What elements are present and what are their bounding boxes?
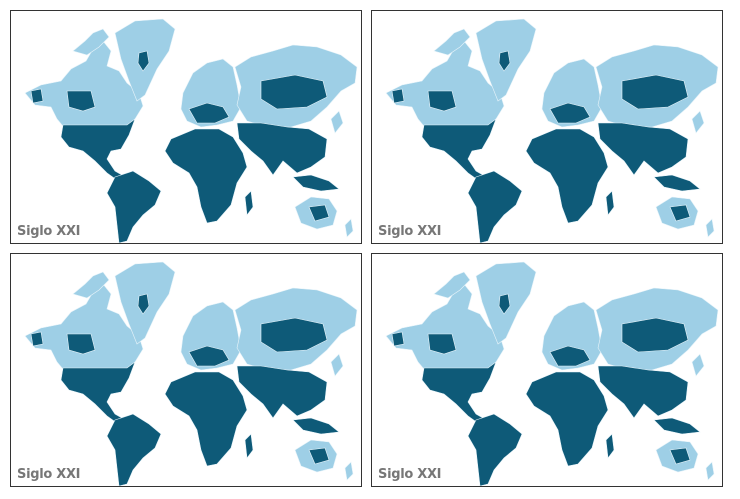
map-panel: Siglo XXI [10, 253, 362, 487]
map-panel: Siglo XXI [371, 10, 723, 244]
continents [385, 18, 719, 243]
panel-label: Siglo XXI [17, 467, 81, 482]
continents [385, 261, 719, 486]
continents [24, 18, 358, 243]
world-map [385, 261, 719, 486]
world-map [24, 261, 358, 486]
map-panel: Siglo XXI [371, 253, 723, 487]
continents [24, 261, 358, 486]
panel-label: Siglo XXI [378, 467, 442, 482]
panel-label: Siglo XXI [17, 224, 81, 239]
world-map [385, 18, 719, 243]
world-map [24, 18, 358, 243]
map-panel: Siglo XXI [10, 10, 362, 244]
panel-label: Siglo XXI [378, 224, 442, 239]
